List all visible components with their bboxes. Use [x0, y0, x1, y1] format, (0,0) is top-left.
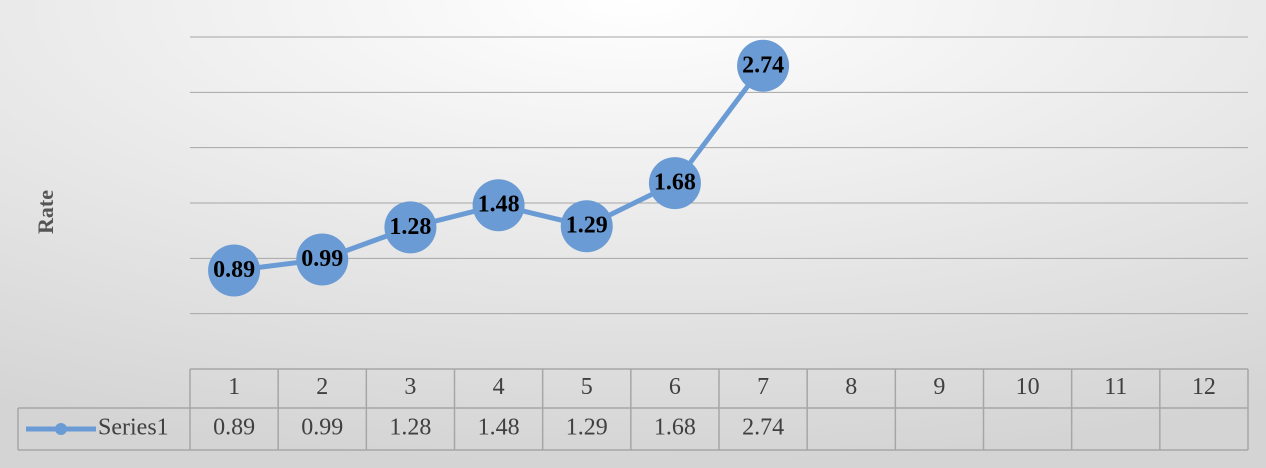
data-label: 1.29 — [566, 213, 608, 239]
legend-label: Series1 — [98, 415, 169, 441]
marker — [296, 233, 349, 286]
table-value: 0.89 — [213, 415, 255, 441]
x-tick-label: 9 — [933, 374, 945, 400]
data-label: 0.89 — [213, 257, 255, 283]
marker — [737, 39, 790, 92]
marker — [384, 201, 437, 254]
table-value: 0.99 — [301, 415, 343, 441]
x-tick-label: 3 — [404, 374, 416, 400]
table-value: 1.29 — [566, 415, 608, 441]
x-tick-label: 1 — [228, 374, 240, 400]
marker — [472, 179, 525, 232]
table-value: 1.48 — [478, 415, 520, 441]
x-tick-label: 4 — [493, 374, 505, 400]
table-value: 2.74 — [742, 415, 784, 441]
x-tick-label: 5 — [581, 374, 593, 400]
data-label: 0.99 — [301, 246, 343, 272]
y-axis-title: Rate — [33, 190, 58, 234]
x-tick-label: 12 — [1192, 374, 1216, 400]
x-tick-label: 8 — [845, 374, 857, 400]
table-value: 1.68 — [654, 415, 696, 441]
data-label: 1.48 — [478, 192, 520, 218]
x-tick-label: 7 — [757, 374, 769, 400]
data-label: 1.68 — [654, 170, 696, 196]
marker — [648, 157, 701, 210]
data-label: 1.28 — [389, 214, 431, 240]
table-value: 1.28 — [389, 415, 431, 441]
x-tick-label: 6 — [669, 374, 681, 400]
x-tick-label: 11 — [1104, 374, 1127, 400]
marker — [208, 244, 261, 297]
x-tick-label: 10 — [1016, 374, 1040, 400]
x-tick-label: 2 — [316, 374, 328, 400]
marker — [560, 200, 613, 253]
legend-marker — [55, 423, 67, 435]
data-label: 2.74 — [742, 52, 784, 78]
